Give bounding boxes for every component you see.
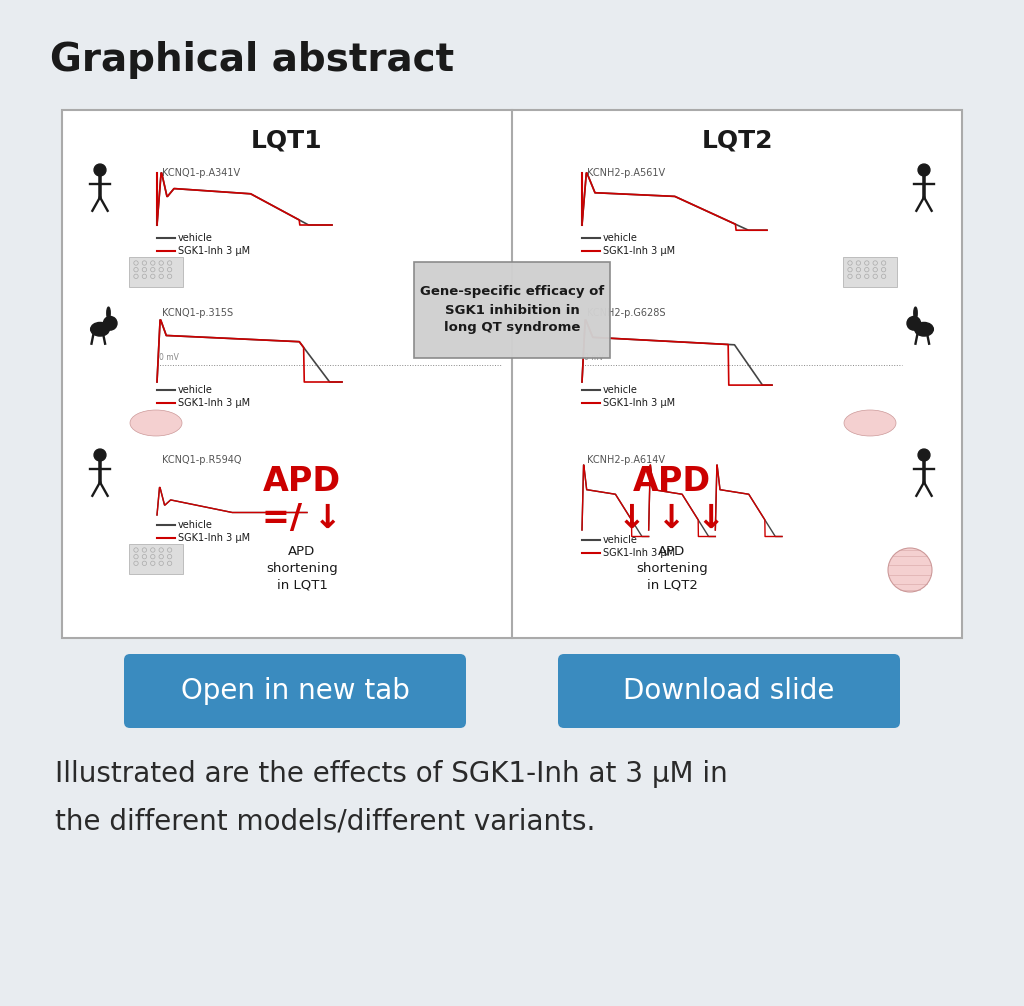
Text: APD
shortening
in LQT2: APD shortening in LQT2 [636, 545, 708, 592]
FancyBboxPatch shape [414, 262, 610, 358]
Circle shape [919, 164, 930, 176]
Circle shape [94, 449, 105, 461]
Text: vehicle: vehicle [603, 535, 638, 545]
FancyBboxPatch shape [129, 257, 183, 287]
Text: KCNH2-p.A614V: KCNH2-p.A614V [587, 455, 665, 465]
Circle shape [94, 164, 105, 176]
Text: 0 mV: 0 mV [159, 353, 179, 362]
Text: SGK1-Inh 3 μM: SGK1-Inh 3 μM [178, 533, 250, 543]
Text: KCNQ1-p.315S: KCNQ1-p.315S [162, 308, 233, 318]
Ellipse shape [913, 307, 918, 319]
Circle shape [919, 449, 930, 461]
Text: APD
shortening
in LQT1: APD shortening in LQT1 [266, 545, 338, 592]
Text: APD: APD [263, 465, 341, 498]
Ellipse shape [130, 410, 182, 436]
Text: the different models/different variants.: the different models/different variants. [55, 808, 595, 836]
FancyBboxPatch shape [129, 544, 183, 574]
Text: SGK1-Inh 3 μM: SGK1-Inh 3 μM [603, 246, 675, 256]
Text: vehicle: vehicle [178, 520, 213, 530]
Text: 0 mV: 0 mV [584, 353, 604, 362]
Text: Gene-specific efficacy of
SGK1 inhibition in
long QT syndrome: Gene-specific efficacy of SGK1 inhibitio… [420, 286, 604, 335]
Text: vehicle: vehicle [603, 233, 638, 243]
Text: APD: APD [633, 465, 711, 498]
FancyBboxPatch shape [558, 654, 900, 728]
Text: Illustrated are the effects of SGK1-Inh at 3 μM in: Illustrated are the effects of SGK1-Inh … [55, 760, 728, 788]
Text: SGK1-Inh 3 μM: SGK1-Inh 3 μM [178, 398, 250, 408]
Text: Graphical abstract: Graphical abstract [50, 41, 454, 79]
Text: LQT2: LQT2 [701, 128, 773, 152]
Text: KCNH2-p.G628S: KCNH2-p.G628S [587, 308, 666, 318]
Text: Open in new tab: Open in new tab [180, 677, 410, 705]
FancyBboxPatch shape [124, 654, 466, 728]
Text: vehicle: vehicle [178, 385, 213, 395]
Text: SGK1-Inh 3 μM: SGK1-Inh 3 μM [603, 398, 675, 408]
Ellipse shape [91, 323, 110, 336]
Ellipse shape [106, 307, 111, 319]
Text: KCNH2-p.A561V: KCNH2-p.A561V [587, 168, 666, 178]
Ellipse shape [914, 323, 933, 336]
FancyBboxPatch shape [62, 110, 962, 638]
FancyBboxPatch shape [843, 257, 897, 287]
Text: vehicle: vehicle [603, 385, 638, 395]
Text: vehicle: vehicle [178, 233, 213, 243]
Text: KCNQ1-p.R594Q: KCNQ1-p.R594Q [162, 455, 242, 465]
Text: =/ ↓: =/ ↓ [262, 502, 342, 535]
Text: KCNQ1-p.A341V: KCNQ1-p.A341V [162, 168, 240, 178]
Circle shape [103, 317, 117, 330]
Ellipse shape [844, 410, 896, 436]
Circle shape [907, 317, 921, 330]
Circle shape [888, 548, 932, 592]
Text: ↓ ↓ ↓: ↓ ↓ ↓ [618, 502, 726, 535]
Text: SGK1-Inh 3 μM: SGK1-Inh 3 μM [178, 246, 250, 256]
Text: Download slide: Download slide [624, 677, 835, 705]
Text: LQT1: LQT1 [251, 128, 323, 152]
Text: SGK1-Inh 3 μM: SGK1-Inh 3 μM [603, 548, 675, 558]
